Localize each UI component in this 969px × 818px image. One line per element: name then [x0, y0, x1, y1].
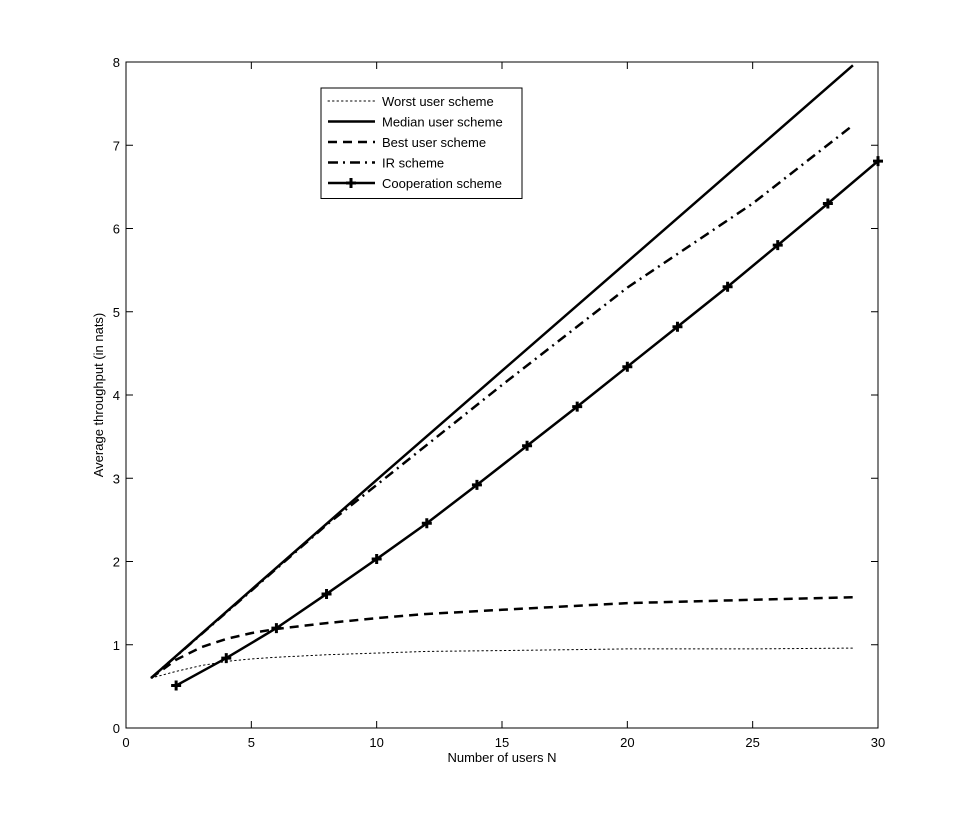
y-tick-label: 7: [113, 138, 120, 153]
series-lines: [150, 64, 883, 691]
y-tick-label: 5: [113, 305, 120, 320]
legend-box: [320, 87, 523, 199]
cooperation-scheme-marker: [572, 401, 583, 412]
cooperation-scheme-marker: [522, 440, 533, 451]
legend-entry: IR scheme: [382, 156, 444, 171]
x-tick-label: 15: [495, 735, 509, 750]
y-tick-label: 3: [113, 471, 120, 486]
cooperation-scheme-legend-marker: [346, 178, 356, 188]
y-tick-label: 2: [113, 555, 120, 570]
y-tick-label: 1: [113, 638, 120, 653]
x-tick-label: 30: [871, 735, 885, 750]
cooperation-scheme-marker: [873, 156, 883, 167]
cooperation-scheme-line: [175, 160, 879, 687]
y-tick-label: 6: [113, 222, 120, 237]
x-tick-label: 25: [745, 735, 759, 750]
worst-user-scheme-line: [150, 647, 854, 679]
ir-scheme-line: [150, 124, 854, 679]
cooperation-scheme-marker: [722, 281, 733, 292]
x-tick-label: 0: [122, 735, 129, 750]
x-tick-label: 5: [248, 735, 255, 750]
y-tick-label: 8: [113, 55, 120, 70]
x-tick-label: 20: [620, 735, 634, 750]
cooperation-scheme-marker: [271, 623, 282, 634]
cooperation-scheme-marker: [672, 321, 683, 332]
ticks: 0 5 10 15 20 25 30 0 1 2 3 4 5 6 7 8: [113, 55, 885, 750]
legend-entry: Best user scheme: [382, 135, 486, 150]
x-tick-label: 10: [369, 735, 383, 750]
x-axis-label: Number of users N: [447, 750, 556, 765]
cooperation-scheme-marker: [622, 361, 633, 372]
cooperation-scheme-marker: [371, 554, 382, 565]
legend-entry: Cooperation scheme: [382, 176, 502, 191]
cooperation-scheme-marker: [321, 588, 332, 599]
best-user-scheme-line: [150, 596, 853, 680]
y-axis-label: Average throughput (in nats): [91, 313, 106, 478]
legend-entry: Worst user scheme: [382, 94, 494, 109]
cooperation-scheme-marker: [421, 518, 432, 529]
cooperation-scheme-marker: [171, 680, 182, 691]
cooperation-scheme-marker: [822, 198, 833, 209]
legend: Worst user scheme Median user scheme Best …: [320, 87, 523, 199]
legend-entry: Median user scheme: [382, 115, 503, 130]
cooperation-scheme-marker: [221, 653, 232, 664]
cooperation-scheme-marker: [471, 479, 482, 490]
y-tick-label: 4: [113, 388, 120, 403]
y-tick-label: 0: [113, 721, 120, 736]
cooperation-scheme-marker: [772, 240, 783, 251]
